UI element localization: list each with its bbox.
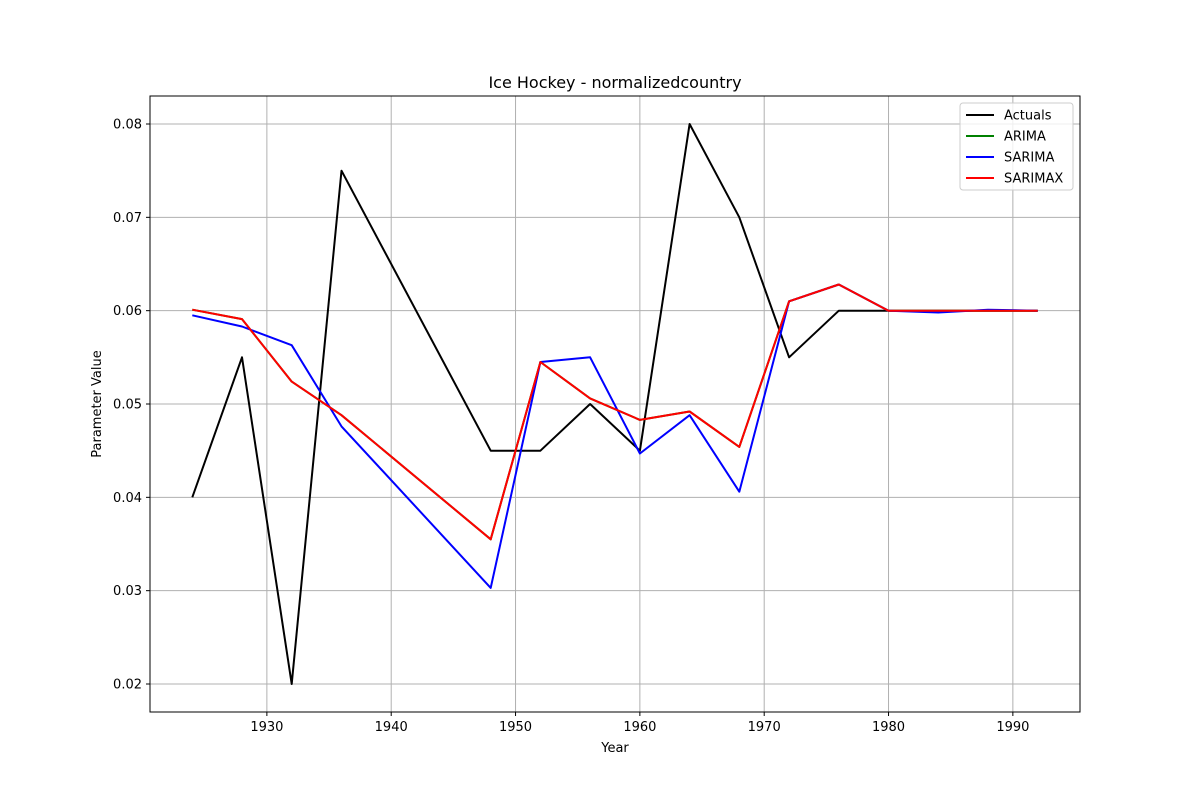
axis-ticks: 1930 1940 1950 1960 1970 1980 1990 0.02 0.03 0.04… <box>113 118 1029 736</box>
x-tick-label: 1950 <box>499 720 532 735</box>
series-lines <box>191 123 1038 685</box>
legend-label-sarima: SARIMA <box>1004 151 1054 166</box>
y-tick-label: 0.02 <box>113 678 142 693</box>
legend-box <box>959 102 1074 191</box>
y-tick-label: 0.03 <box>113 584 142 599</box>
y-tick-label: 0.04 <box>113 491 142 506</box>
x-tick-label: 1970 <box>748 720 781 735</box>
chart-title: Ice Hockey - normalizedcountry <box>488 73 741 92</box>
legend-label-sarimax: SARIMAX <box>1004 172 1063 187</box>
x-tick-label: 1990 <box>996 720 1029 735</box>
legend-label-actuals: Actuals <box>1004 109 1052 124</box>
x-tick-label: 1940 <box>375 720 408 735</box>
x-tick-label: 1930 <box>250 720 283 735</box>
y-tick-label: 0.07 <box>113 211 142 226</box>
legend: Actuals ARIMA SARIMA SARIMAX <box>959 102 1074 191</box>
series-line-sarimax <box>192 283 1038 541</box>
y-tick-label: 0.08 <box>113 118 142 133</box>
x-tick-label: 1960 <box>623 720 656 735</box>
y-axis-label: Parameter Value <box>90 350 105 457</box>
y-tick-label: 0.06 <box>113 304 142 319</box>
legend-label-arima: ARIMA <box>1004 130 1046 145</box>
y-tick-label: 0.05 <box>113 398 142 413</box>
x-tick-label: 1980 <box>872 720 905 735</box>
x-axis-label: Year <box>600 741 629 756</box>
